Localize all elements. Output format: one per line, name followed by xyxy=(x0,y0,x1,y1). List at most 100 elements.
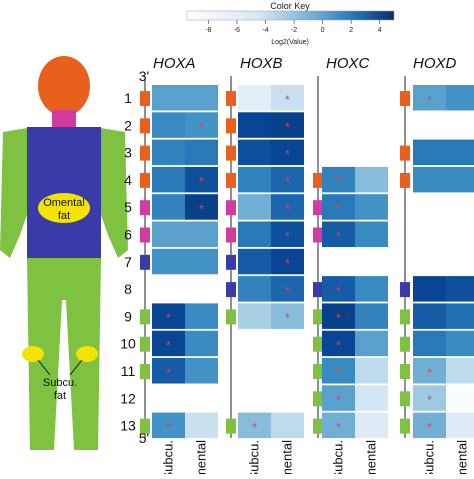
significance-star: * xyxy=(285,257,290,271)
significance-star: * xyxy=(166,338,171,352)
color-key-tick-label: 2 xyxy=(349,27,353,34)
heatmap-cell xyxy=(446,139,474,166)
heatmap-cell xyxy=(413,276,446,302)
gene-marker xyxy=(226,145,236,161)
heatmap-cell xyxy=(185,412,218,439)
heatmap-cell xyxy=(446,166,474,193)
significance-star: * xyxy=(336,338,341,352)
color-key: Color Key -8 -6 -4 -2 0 2 4 Log2(Value) xyxy=(186,1,395,46)
gene-marker xyxy=(313,172,323,188)
heatmap-cell xyxy=(238,303,271,329)
cluster-title: HOXC xyxy=(326,55,370,72)
heatmap-cell xyxy=(413,412,446,439)
significance-star: * xyxy=(199,120,204,134)
column-label: Omental xyxy=(364,440,379,474)
column-label: Omental xyxy=(280,440,295,474)
significance-star: * xyxy=(427,420,432,434)
significance-star: * xyxy=(199,202,204,216)
heatmap-cell xyxy=(355,276,388,302)
significance-star: * xyxy=(252,420,257,434)
gene-marker xyxy=(140,364,150,379)
significance-star: * xyxy=(166,366,171,380)
column-label: Omental xyxy=(455,440,470,474)
heatmap-cell xyxy=(355,412,388,439)
significance-star: * xyxy=(336,311,341,325)
column-label: Omental xyxy=(194,440,209,474)
heatmap-cell xyxy=(446,85,474,111)
gene-marker xyxy=(313,282,323,298)
gene-marker xyxy=(226,254,236,270)
significance-star: * xyxy=(199,175,204,189)
gene-marker xyxy=(140,200,150,216)
color-key-tick-label: -8 xyxy=(205,27,211,34)
heatmap-cell xyxy=(185,221,218,247)
heatmap-cell xyxy=(152,358,185,384)
gene-marker xyxy=(400,391,410,407)
heatmap-cell xyxy=(152,330,185,357)
row-number: 10 xyxy=(120,336,136,352)
color-key-axis-label: Log2(Value) xyxy=(271,39,309,46)
heatmap-cell xyxy=(238,221,271,247)
significance-star: * xyxy=(285,175,290,189)
significance-star: * xyxy=(285,311,290,325)
subcu-pointer-right xyxy=(69,359,83,376)
heatmap-cell xyxy=(446,358,474,384)
color-key-tick-label: -4 xyxy=(262,27,268,34)
heatmap-cell xyxy=(322,303,355,329)
heatmap-cell xyxy=(322,276,355,302)
gene-marker xyxy=(140,145,150,161)
row-number: 13 xyxy=(120,418,136,434)
gene-marker xyxy=(226,309,236,325)
heatmap-cell xyxy=(185,166,218,193)
significance-star: * xyxy=(336,420,341,434)
gene-marker xyxy=(400,309,410,325)
body-neck xyxy=(52,110,76,130)
heatmap-cell xyxy=(238,166,271,193)
significance-star: * xyxy=(285,202,290,216)
significance-star: * xyxy=(166,311,171,325)
heatmap-cell xyxy=(413,139,446,166)
omental-fat xyxy=(38,193,90,223)
heatmap-cell xyxy=(355,303,388,329)
heatmap-cell xyxy=(152,85,185,111)
heatmap-cell xyxy=(271,194,304,220)
cluster-hoxc: HOXC * * * * * * * * * Subcu. Omental xyxy=(313,55,388,479)
heatmap-cell xyxy=(152,112,185,138)
heatmap-cell xyxy=(355,166,388,193)
gene-marker xyxy=(313,391,323,407)
significance-star: * xyxy=(336,229,341,243)
heatmap-cell xyxy=(322,194,355,220)
heatmap-cell xyxy=(271,85,304,111)
significance-star: * xyxy=(285,147,290,161)
cluster-title: HOXD xyxy=(413,55,457,72)
gene-marker xyxy=(313,418,323,434)
heatmap-cell xyxy=(185,194,218,220)
row-number: 2 xyxy=(124,117,132,133)
gene-marker xyxy=(140,254,150,270)
heatmap-cell xyxy=(185,248,218,275)
omental-fat-label-2: fat xyxy=(58,210,70,222)
gene-marker xyxy=(400,282,410,298)
heatmap-cell xyxy=(152,248,185,275)
column-label: Subcu. xyxy=(422,440,437,474)
heatmap-cell xyxy=(271,166,304,193)
gene-marker xyxy=(400,364,410,379)
heatmap-cell xyxy=(355,194,388,220)
heatmap-cell xyxy=(185,112,218,138)
significance-star: * xyxy=(427,366,432,380)
cluster-hoxa: HOXA * * * * * * * Subcu. Omental xyxy=(140,55,218,479)
row-number: 12 xyxy=(120,390,136,406)
heatmap-cell xyxy=(355,330,388,357)
heatmap-cell xyxy=(355,385,388,411)
heatmap-cell xyxy=(446,276,474,302)
body-head xyxy=(38,56,90,116)
heatmap-cell xyxy=(271,221,304,247)
heatmap-cell xyxy=(322,166,355,193)
heatmap-cell xyxy=(446,412,474,439)
heatmap-cell xyxy=(413,385,446,411)
heatmap-cell xyxy=(152,139,185,166)
heatmap-cell xyxy=(355,221,388,247)
gene-marker xyxy=(140,91,150,106)
